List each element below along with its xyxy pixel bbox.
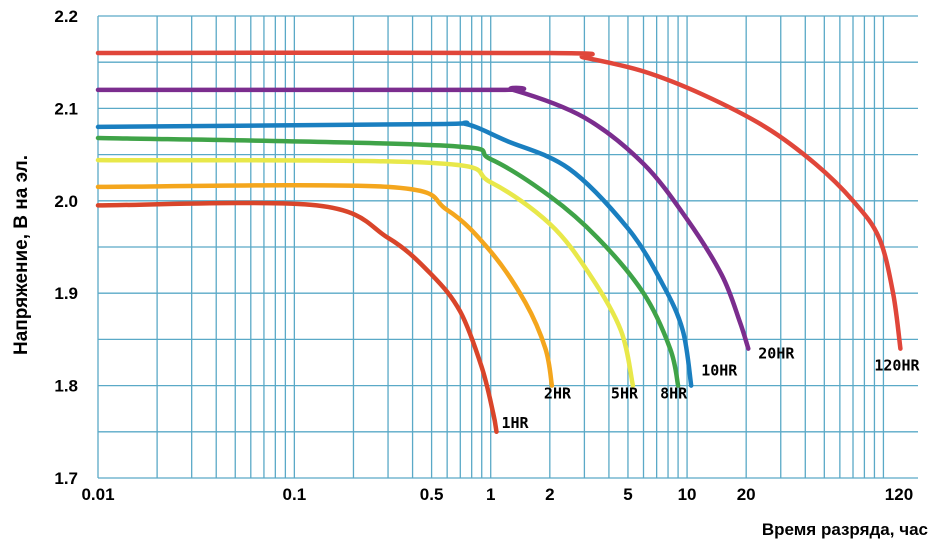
y-axis-label: Напряжение, В на эл. <box>11 155 32 355</box>
tick-labels: 0.01 0.1 0.5 1 2 5 10 20 120 1.7 1.8 1.9 2.0 2.1 2.2 <box>54 7 913 504</box>
series-label-5hr: 5HR <box>611 385 639 403</box>
series-line-20hr <box>95 85 751 351</box>
x-tick-label: 20 <box>737 485 756 504</box>
series-lines <box>95 50 903 435</box>
x-tick-label: 2 <box>545 485 554 504</box>
series-label-8hr: 8HR <box>660 385 688 403</box>
series-line-8hr <box>95 135 681 388</box>
series-line-5hr <box>95 157 636 388</box>
y-tick-label: 2.1 <box>54 99 78 118</box>
x-tick-label: 120 <box>885 485 913 504</box>
series-label-20hr: 20HR <box>758 345 795 363</box>
grid <box>97 15 918 479</box>
y-tick-label: 2.0 <box>54 192 78 211</box>
series-label-1hr: 1HR <box>501 414 529 432</box>
x-axis-label: Время разряда, час <box>762 520 928 539</box>
series-line-2hr <box>95 182 555 388</box>
series-line-10hr <box>95 120 694 388</box>
x-tick-label: 0.1 <box>283 485 307 504</box>
y-tick-label: 1.9 <box>54 284 78 303</box>
x-tick-label: 0.5 <box>420 485 444 504</box>
x-tick-label: 1 <box>486 485 495 504</box>
y-tick-label: 1.7 <box>54 469 78 488</box>
series-label-10hr: 10HR <box>701 362 738 380</box>
x-tick-label: 5 <box>623 485 632 504</box>
series-labels: 1HR 2HR 5HR 8HR 10HR 20HR 120HR <box>501 345 920 432</box>
y-tick-label: 2.2 <box>54 7 78 26</box>
series-line-1hr <box>95 200 499 435</box>
series-label-120hr: 120HR <box>874 357 920 375</box>
series-line-120hr <box>95 50 903 351</box>
x-tick-label: 10 <box>678 485 697 504</box>
y-tick-label: 1.8 <box>54 377 78 396</box>
series-label-2hr: 2HR <box>544 385 572 403</box>
x-tick-label: 0.01 <box>81 485 114 504</box>
